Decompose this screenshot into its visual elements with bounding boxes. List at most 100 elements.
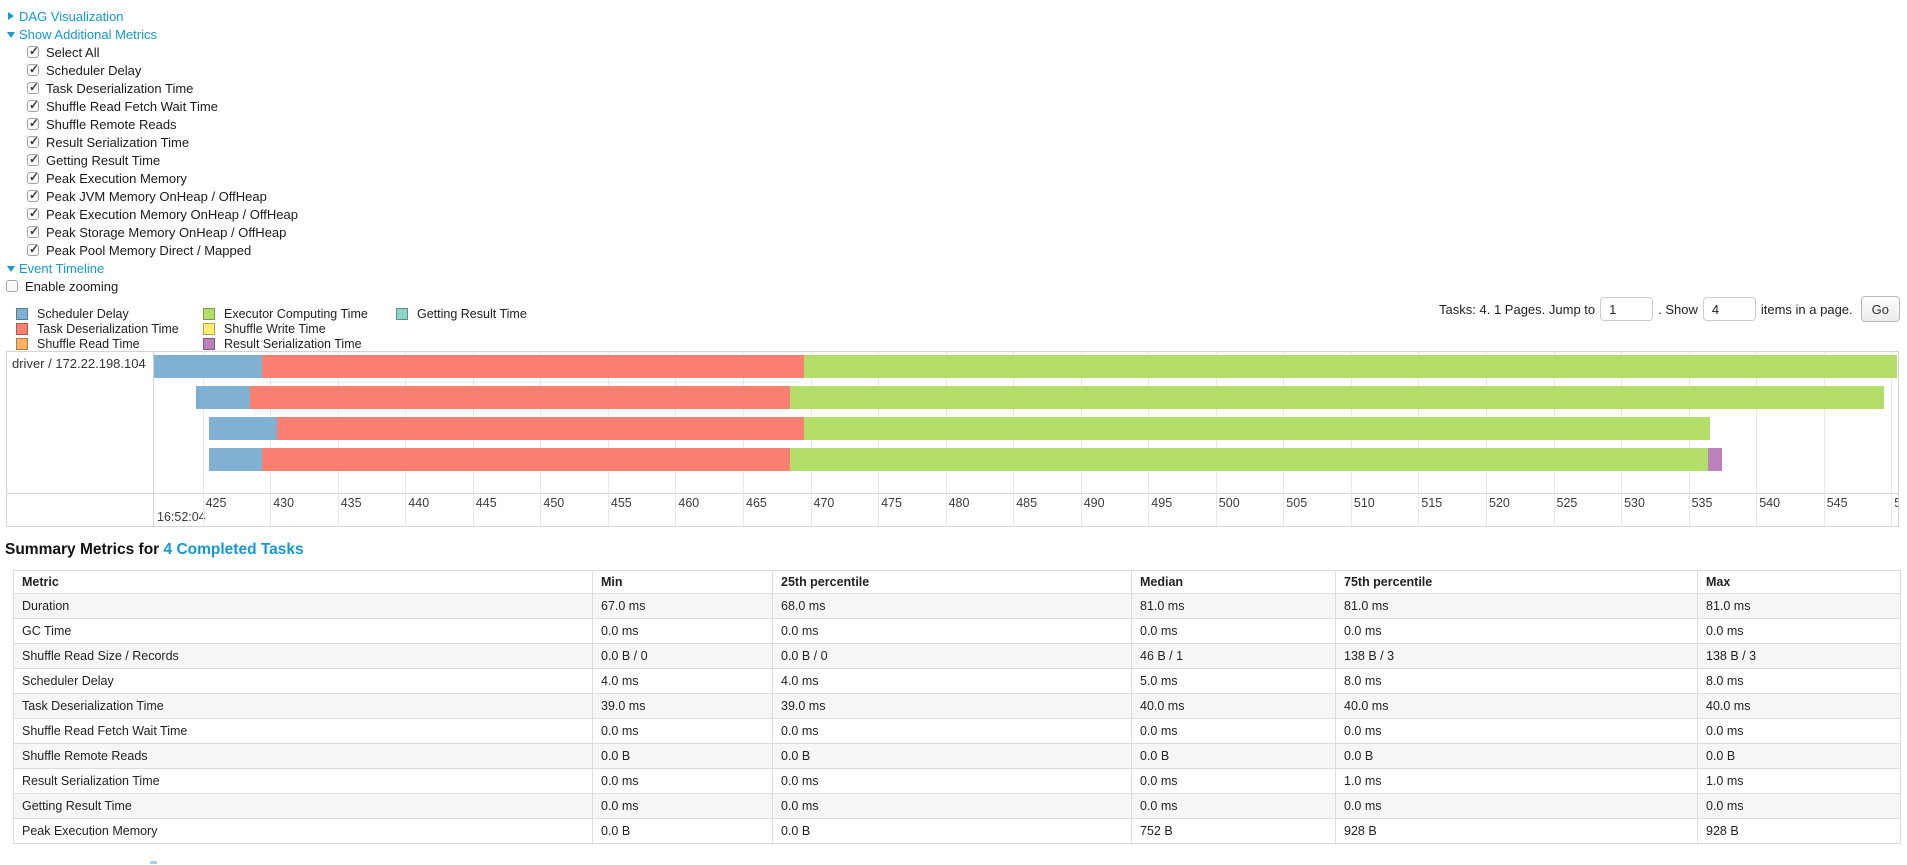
summary-value-cell: 40.0 ms bbox=[1335, 693, 1698, 719]
legend-swatch-icon bbox=[203, 337, 215, 350]
collapsed-arrow-icon bbox=[8, 12, 14, 20]
header-cell: 25th percentile bbox=[772, 570, 1132, 594]
timeline-gridline bbox=[1756, 352, 1758, 526]
axis-tick-label: 445 bbox=[475, 496, 497, 510]
summary-value-cell: 0.0 ms bbox=[592, 718, 773, 744]
go-button[interactable]: Go bbox=[1860, 296, 1900, 322]
metric-checkbox-label: Task Deserialization Time bbox=[46, 80, 194, 96]
toggle-dag-visualization[interactable]: DAG Visualization bbox=[6, 7, 1907, 25]
task-bar-segment-executor_computing[interactable] bbox=[790, 386, 1885, 409]
summary-value-cell: 0.0 ms bbox=[772, 618, 1132, 644]
metric-checkbox-label: Peak Execution Memory bbox=[46, 170, 187, 186]
legend-item: Shuffle Read Time bbox=[16, 336, 179, 351]
metric-checkbox-row: Peak Execution Memory OnHeap / OffHeap bbox=[6, 205, 1907, 223]
items-per-page-label: items in a page. bbox=[1760, 301, 1853, 317]
toggle-event-timeline[interactable]: Event Timeline bbox=[6, 259, 1907, 277]
header-cell: Metric bbox=[13, 570, 593, 594]
metric-checkbox[interactable] bbox=[27, 224, 39, 238]
toggle-show-additional-metrics[interactable]: Show Additional Metrics bbox=[6, 25, 1907, 43]
metric-checkbox[interactable] bbox=[27, 242, 39, 256]
metric-checkbox[interactable] bbox=[27, 152, 39, 166]
axis-tick-label: 505 bbox=[1286, 496, 1308, 510]
metric-checkbox-row: Select All bbox=[6, 43, 1907, 61]
legend-column: Executor Computing Time Shuffle Write Tim… bbox=[203, 306, 368, 351]
metric-checkbox-row: Shuffle Read Fetch Wait Time bbox=[6, 97, 1907, 115]
summary-metric-cell: Shuffle Read Size / Records bbox=[13, 643, 593, 669]
timeline-group-label: driver / 172.22.198.104 bbox=[12, 356, 146, 371]
metric-checkbox[interactable] bbox=[27, 188, 39, 202]
expanded-arrow-icon bbox=[7, 31, 15, 38]
axis-tick-label: 425 bbox=[205, 496, 227, 510]
task-bar-segment-executor_computing[interactable] bbox=[803, 355, 1897, 378]
metric-checkbox[interactable] bbox=[27, 116, 39, 130]
summary-value-cell: 0.0 ms bbox=[1697, 793, 1901, 819]
expanded-arrow-icon bbox=[7, 265, 15, 272]
axis-tick-label: 525 bbox=[1556, 496, 1578, 510]
summary-value-cell: 928 B bbox=[1335, 818, 1698, 844]
summary-value-cell: 0.0 ms bbox=[772, 768, 1132, 794]
event-timeline-chart: driver / 172.22.198.104 16:52:04 425 430 4… bbox=[6, 351, 1899, 527]
summary-value-cell: 0.0 ms bbox=[592, 618, 773, 644]
summary-title: Summary Metrics for 4 Completed Tasks bbox=[5, 541, 1907, 559]
summary-value-cell: 0.0 B / 0 bbox=[772, 643, 1132, 669]
legend-item: Scheduler Delay bbox=[16, 306, 179, 321]
axis-tick-label: 475 bbox=[881, 496, 902, 510]
metric-checkbox[interactable] bbox=[27, 206, 39, 220]
legend-item: Shuffle Write Time bbox=[203, 321, 368, 336]
summary-value-cell: 138 B / 3 bbox=[1335, 643, 1698, 669]
summary-metric-cell: Shuffle Read Fetch Wait Time bbox=[13, 718, 593, 744]
summary-metric-cell: Result Serialization Time bbox=[13, 768, 593, 794]
axis-tick-label: 530 bbox=[1624, 496, 1645, 510]
metric-checkbox[interactable] bbox=[27, 80, 39, 94]
summary-value-cell: 0.0 ms bbox=[1335, 793, 1698, 819]
summary-value-cell: 0.0 B / 0 bbox=[592, 643, 773, 669]
summary-value-cell: 0.0 ms bbox=[772, 793, 1132, 819]
summary-value-cell: 0.0 ms bbox=[1131, 768, 1336, 794]
metric-checkbox[interactable] bbox=[27, 170, 39, 184]
task-bar-segment-scheduler_delay[interactable] bbox=[209, 417, 277, 440]
metric-checkbox[interactable] bbox=[27, 62, 39, 76]
metric-checkbox[interactable] bbox=[27, 44, 39, 58]
summary-value-cell: 4.0 ms bbox=[592, 668, 773, 694]
metric-checkbox[interactable] bbox=[27, 134, 39, 148]
task-bar-segment-task_deserialization[interactable] bbox=[262, 448, 791, 471]
summary-table-row: Task Deserialization Time 39.0 ms 39.0 ms 4… bbox=[13, 693, 1901, 719]
legend-column: Getting Result Time bbox=[396, 306, 527, 321]
task-bar-segment-executor_computing[interactable] bbox=[790, 448, 1708, 471]
summary-metric-cell: Getting Result Time bbox=[13, 793, 593, 819]
metric-checkbox-label: Scheduler Delay bbox=[46, 62, 142, 78]
summary-value-cell: 0.0 B bbox=[772, 743, 1132, 769]
axis-line bbox=[7, 493, 1898, 494]
summary-value-cell: 0.0 ms bbox=[1697, 718, 1901, 744]
summary-metric-cell: Peak Execution Memory bbox=[13, 818, 593, 844]
summary-value-cell: 67.0 ms bbox=[592, 593, 773, 619]
metric-checkbox[interactable] bbox=[27, 98, 39, 112]
axis-tick-label: 510 bbox=[1353, 496, 1375, 510]
task-bar-segment-task_deserialization[interactable] bbox=[262, 355, 804, 378]
show-label: . Show bbox=[1658, 301, 1698, 317]
task-bar-segment-scheduler_delay[interactable] bbox=[209, 448, 263, 471]
items-per-page-input[interactable] bbox=[1702, 297, 1756, 321]
axis-tick-label: 515 bbox=[1421, 496, 1443, 510]
completed-tasks-link[interactable]: 4 Completed Tasks bbox=[163, 541, 304, 558]
task-bar-segment-task_deserialization[interactable] bbox=[276, 417, 804, 440]
task-bar-segment-scheduler_delay[interactable] bbox=[154, 355, 263, 378]
legend-item: Task Deserialization Time bbox=[16, 321, 179, 336]
controls-panel: DAG Visualization Show Additional Metric… bbox=[0, 0, 1907, 295]
task-bar-segment-task_deserialization[interactable] bbox=[249, 386, 791, 409]
legend-label: Shuffle Read Time bbox=[37, 336, 140, 351]
legend-swatch-icon bbox=[396, 307, 408, 320]
jump-to-page-input[interactable] bbox=[1600, 297, 1654, 321]
enable-zooming-checkbox[interactable] bbox=[6, 280, 18, 292]
axis-tick-label: 495 bbox=[1151, 496, 1173, 510]
metric-checkbox-row: Getting Result Time bbox=[6, 151, 1907, 169]
summary-value-cell: 0.0 B bbox=[592, 743, 773, 769]
summary-table-row: Shuffle Read Fetch Wait Time 0.0 ms 0.0 ms… bbox=[13, 718, 1901, 744]
legend-label: Shuffle Write Time bbox=[224, 321, 326, 336]
enable-zooming-label: Enable zooming bbox=[25, 278, 119, 294]
task-bar-segment-executor_computing[interactable] bbox=[803, 417, 1711, 440]
task-bar-segment-scheduler_delay[interactable] bbox=[195, 386, 250, 409]
task-bar-segment-result_serialization[interactable] bbox=[1707, 448, 1723, 471]
metric-checkbox-row: Scheduler Delay bbox=[6, 61, 1907, 79]
summary-metric-cell: GC Time bbox=[13, 618, 593, 644]
